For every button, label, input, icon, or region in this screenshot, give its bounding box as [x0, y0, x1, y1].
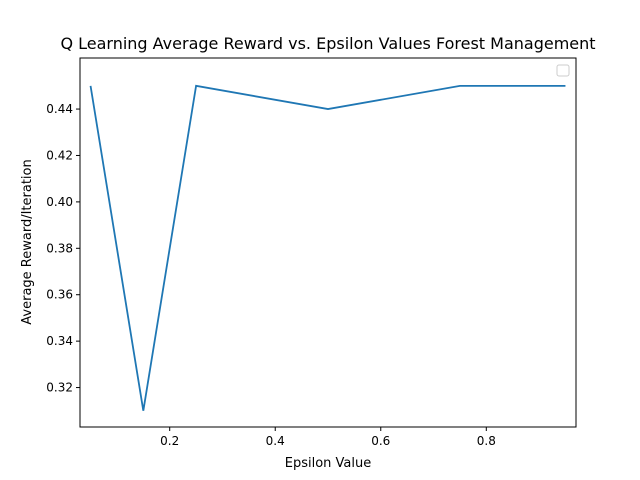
x-tick-label: 0.2 — [160, 434, 179, 448]
series-line — [89, 84, 566, 411]
y-tick-label: 0.40 — [46, 195, 73, 209]
y-axis: 0.32 0.34 0.36 0.38 0.40 0.42 0.44 — [46, 102, 80, 395]
x-axis: 0.2 0.4 0.6 0.8 — [160, 427, 496, 448]
chart-title: Q Learning Average Reward vs. Epsilon Va… — [60, 34, 595, 53]
y-tick-label: 0.34 — [46, 334, 73, 348]
y-tick-label: 0.36 — [46, 288, 73, 302]
y-tick-label: 0.38 — [46, 241, 73, 255]
plot-frame — [79, 57, 577, 428]
y-axis-label: Average Reward/Iteration — [20, 159, 35, 324]
x-tick-label: 0.8 — [477, 434, 496, 448]
legend-box — [556, 64, 570, 77]
x-tick-label: 0.4 — [266, 434, 285, 448]
series-group — [89, 84, 566, 411]
x-axis-label: Epsilon Value — [285, 456, 372, 471]
y-tick-label: 0.44 — [46, 102, 73, 116]
y-tick-label: 0.42 — [46, 148, 73, 162]
x-tick-label: 0.6 — [371, 434, 390, 448]
y-tick-label: 0.32 — [46, 381, 73, 395]
